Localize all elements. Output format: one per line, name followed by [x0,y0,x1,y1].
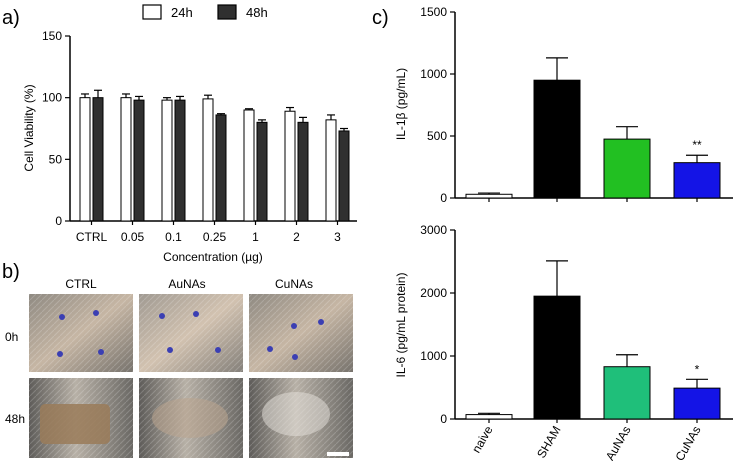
photo-aunas-48h [139,378,243,458]
chart-a-bar-24h-3 [325,119,337,222]
chart-il6-bar-SHAM [533,295,581,420]
chart-a-bar-24h-0.1 [161,99,173,222]
chart-il6-bar-CuNAs [673,387,721,420]
chart-il6-ytick-label: 2000 [420,286,447,300]
legend-swatch-24h [142,4,162,20]
chart-a: 0 50 100 150 CTRL 0.05 0.1 0.25 1 2 3 Cell Viabili… [22,29,357,264]
chart-a-bar-24h-2 [284,110,296,222]
photo-ctrl-48h [29,378,133,458]
chart-a-bar-48h-CTRL [92,97,104,222]
chart-il1b-ytick-label: 1500 [420,5,447,19]
chart-il1b-bar-SHAM [533,79,581,199]
chart-a-ytick-label: 0 [55,214,62,228]
photo-cunas-48h [249,378,353,458]
photo-aunas-0h [139,294,243,372]
chart-a-bar-48h-2 [297,121,309,222]
photo-col-aunas: AuNAs [168,277,205,291]
legend-swatch-48h [217,4,237,20]
photo-ctrl-0h [29,294,133,372]
chart-a-xtick-label: 0.1 [165,230,182,244]
chart-a-ytick-label: 150 [42,29,62,43]
chart-il6-bar-AuNAs [603,366,651,420]
chart-il6-ylabel: IL-6 (pg/mL protein) [394,273,408,378]
chart-il1b-ytick-label: 1000 [420,67,447,81]
chart-a-xtick-label: 0.05 [121,230,145,244]
chart-a-bar-48h-0.1 [174,99,186,222]
chart-il1b-significance-CuNAs: ** [692,138,702,152]
chart-il6-xtick-label: AuNAs [603,424,634,461]
chart-il6-xtick-label: SHAM [534,423,563,460]
chart-il6: 0 1000 2000 3000 naive SHAM AuNAs * CuNAs IL-6 (… [394,223,733,461]
chart-il1b-bar-CuNAs [673,162,721,199]
scale-bar [327,452,349,456]
legend-label-24h: 24h [171,5,193,20]
photo-cunas-0h [249,294,353,372]
chart-a-bar-24h-CTRL [79,97,91,222]
chart-a-bar-48h-0.25 [215,114,227,222]
chart-il6-significance-CuNAs: * [695,362,700,376]
chart-a-ylabel: Cell Viability (%) [22,84,36,171]
chart-il6-xtick-label: naive [469,423,496,455]
chart-a-bar-48h-0.05 [133,99,145,222]
photo-row-0h: 0h [5,330,18,344]
chart-il1b-ylabel: IL-1β (pg/mL) [394,68,408,140]
chart-il1b-ytick-label: 0 [440,191,447,205]
panel-label-c: c) [372,7,389,29]
chart-il1b-bar-AuNAs [603,138,651,199]
chart-a-bar-24h-0.25 [202,98,214,222]
chart-il1b-bar-naive [465,193,513,199]
photo-col-ctrl: CTRL [65,277,97,291]
chart-a-ytick-label: 50 [49,152,63,166]
chart-a-xtick-label: 0.25 [203,230,227,244]
chart-a-bar-48h-1 [256,121,268,222]
photo-col-cunas: CuNAs [275,277,313,291]
chart-a-ytick-label: 100 [42,91,62,105]
legend: 24h 48h [142,4,268,20]
chart-il6-ytick-label: 0 [440,412,447,426]
chart-il6-ytick-label: 3000 [420,223,447,237]
chart-a-xtick-label: 1 [252,230,259,244]
chart-il6-ytick-label: 1000 [420,349,447,363]
chart-a-xlabel: Concentration (µg) [163,250,263,264]
chart-a-bar-24h-1 [243,109,255,222]
chart-il1b-ytick-label: 500 [427,129,447,143]
chart-a-bar-48h-3 [338,130,350,222]
photo-row-48h: 48h [5,412,25,426]
chart-a-xtick-label: 2 [293,230,300,244]
chart-a-xtick-label: CTRL [76,230,108,244]
panel-label-b: b) [2,261,20,283]
chart-il6-bar-naive [465,414,513,420]
photo-panel: CTRL AuNAs CuNAs 0h 48h [5,277,353,458]
chart-il6-xtick-label: CuNAs [672,424,703,461]
chart-a-bar-24h-0.05 [120,97,132,222]
legend-label-48h: 48h [246,5,268,20]
chart-il1b: 0 500 1000 1500 ** IL-1β (pg/mL) [394,5,733,205]
panel-label-a: a) [2,7,20,29]
chart-a-xtick-label: 3 [334,230,341,244]
